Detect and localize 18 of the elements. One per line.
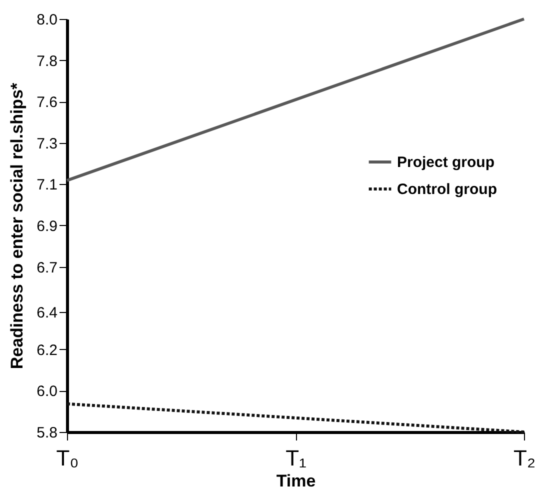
y-tick-label: 7.3 bbox=[36, 135, 58, 152]
legend-label: Project group bbox=[397, 154, 495, 171]
y-tick-label: 6.2 bbox=[36, 342, 58, 359]
x-tick-label: T₂ bbox=[514, 446, 536, 470]
x-tick-label: T₀ bbox=[56, 446, 79, 470]
y-tick-label: 6.9 bbox=[36, 218, 58, 235]
y-tick-label: 7.6 bbox=[36, 94, 58, 112]
legend-label: Control group bbox=[397, 181, 497, 198]
y-tick-label: 6.4 bbox=[36, 304, 58, 322]
y-tick-label: 6.0 bbox=[36, 383, 58, 400]
y-tick-label: 7.1 bbox=[36, 176, 58, 194]
y-tick-label: 7.8 bbox=[36, 52, 58, 70]
y-axis-title: Readiness to enter social rel.ships* bbox=[8, 82, 27, 370]
y-tick-label: 5.8 bbox=[36, 424, 58, 442]
y-tick-label: 6.7 bbox=[36, 259, 58, 276]
x-tick-label: T₁ bbox=[286, 446, 306, 470]
y-tick-label: 8.0 bbox=[36, 12, 58, 28]
x-axis-title: Time bbox=[276, 472, 316, 490]
